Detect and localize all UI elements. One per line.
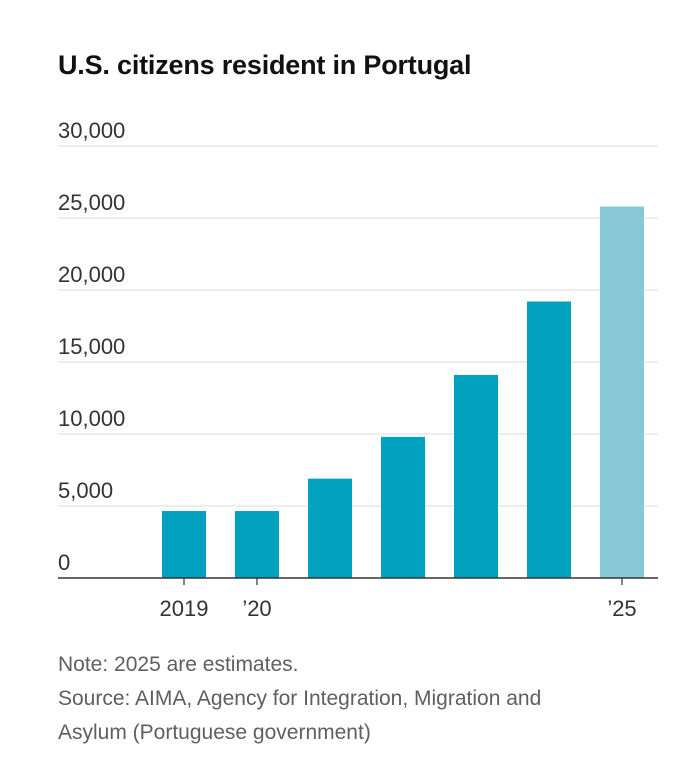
y-axis-labels: 0 5,000 10,000 15,000 20,000 25,000 30,000 [58,118,125,575]
bar-2023 [454,374,498,578]
chart-title: U.S. citizens resident in Portugal [58,50,472,80]
bars [162,206,644,579]
y-tick-label: 20,000 [58,262,125,287]
source-text-line-1: Source: AIMA, Agency for Integration, Mi… [58,687,542,710]
bar-2020 [235,511,279,578]
bar-2025 [600,206,644,579]
y-tick-label: 10,000 [58,406,125,431]
x-axis-ticks: 2019 ’20 ’25 [160,578,637,621]
x-tick-label: ’20 [242,596,271,621]
bar-2021 [308,478,352,578]
source-text-line-2: Asylum (Portuguese government) [58,721,371,744]
x-tick-label: ’25 [607,596,636,621]
chart-notes: Note: 2025 are estimates. Source: AIMA, … [58,648,541,750]
note-text: Note: 2025 are estimates. [58,653,299,676]
y-tick-label: 0 [58,550,70,575]
y-tick-label: 5,000 [58,478,113,503]
bar-chart: 0 5,000 10,000 15,000 20,000 25,000 30,000 201… [58,118,658,621]
bar-2019 [162,511,206,578]
x-tick-label: 2019 [160,596,209,621]
bar-2024 [527,301,571,578]
gridlines [58,145,658,507]
bar-2022 [381,436,425,578]
y-tick-label: 25,000 [58,190,125,215]
y-tick-label: 30,000 [58,118,125,143]
y-tick-label: 15,000 [58,334,125,359]
